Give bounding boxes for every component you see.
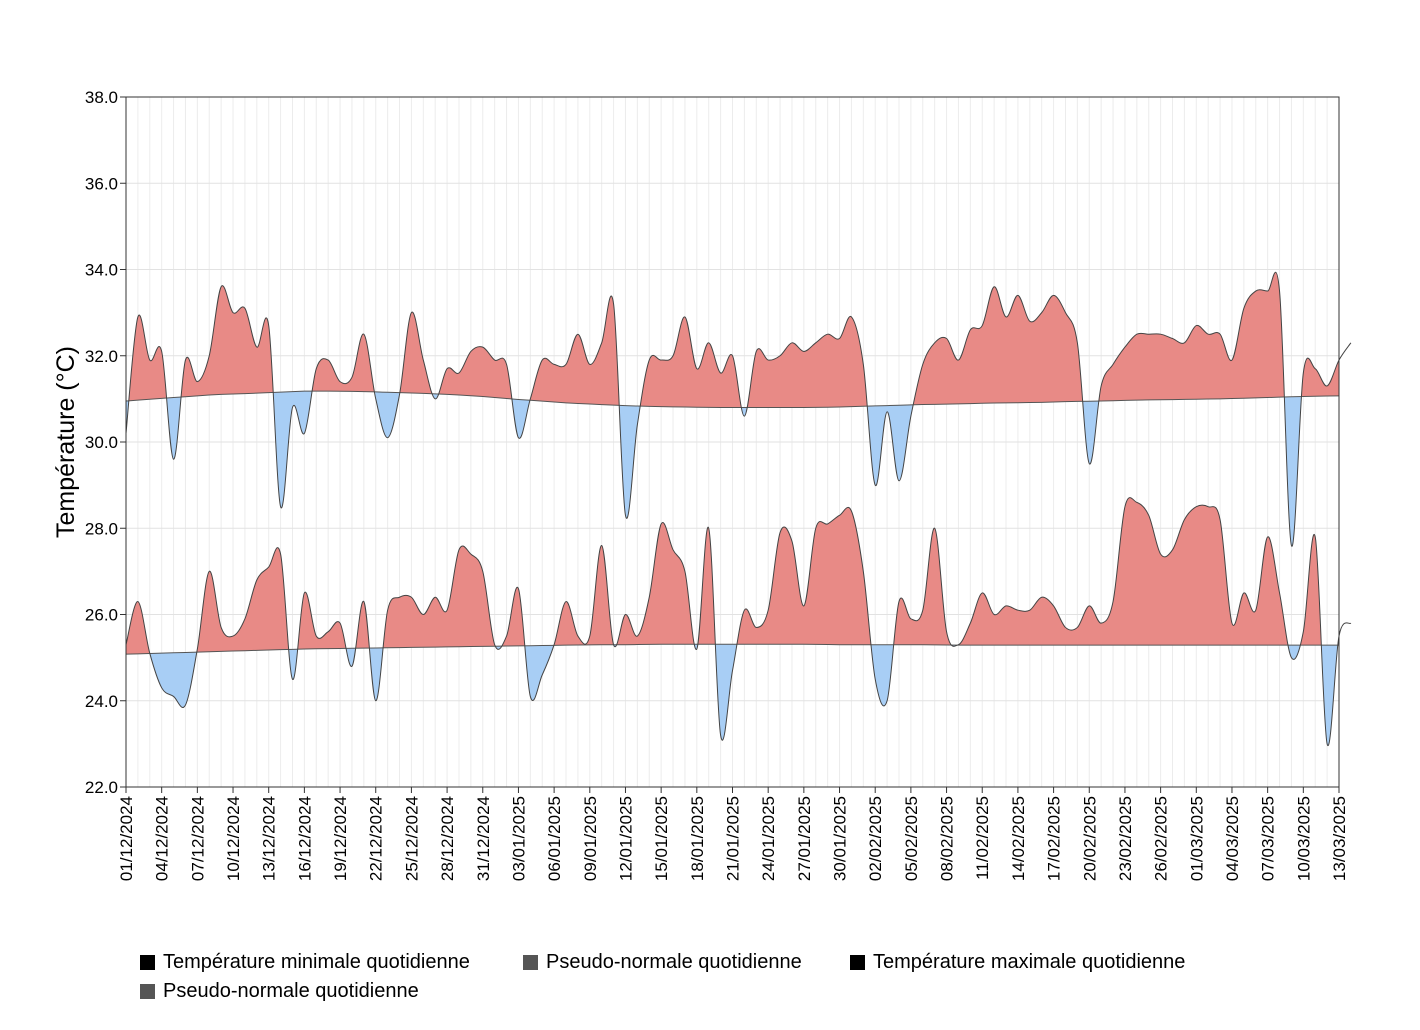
y-tick-label: 32.0 [85, 347, 118, 366]
x-tick-label: 09/01/2025 [581, 796, 600, 881]
legend-item-max: Température maximale quotidienne [850, 951, 1185, 974]
x-tick-label: 16/12/2024 [295, 796, 314, 881]
y-tick-label: 26.0 [85, 606, 118, 625]
x-tick-label: 04/12/2024 [153, 796, 172, 881]
x-tick-label: 06/01/2025 [545, 796, 564, 881]
x-tick-label: 13/12/2024 [260, 796, 279, 881]
x-axis: 01/12/2024 04/12/2024 07/12/2024 10/12/2024… [117, 787, 1349, 881]
x-tick-label: 02/02/2025 [866, 796, 885, 881]
legend-swatch-normal-max [140, 984, 155, 999]
y-tick-label: 38.0 [85, 88, 118, 107]
legend-row: Pseudo-normale quotidienne [140, 977, 1290, 1006]
x-tick-label: 12/01/2025 [616, 796, 635, 881]
temperature-line-max [125, 271, 1352, 547]
y-tick-label: 34.0 [85, 261, 118, 280]
x-tick-label: 04/03/2025 [1223, 796, 1242, 881]
x-tick-label: 28/12/2024 [438, 796, 457, 881]
x-tick-label: 31/12/2024 [474, 796, 493, 881]
normal-line-min [125, 643, 1339, 655]
x-tick-label: 10/03/2025 [1294, 796, 1313, 881]
x-tick-label: 26/02/2025 [1152, 796, 1171, 881]
x-tick-label: 20/02/2025 [1080, 796, 1099, 881]
x-tick-label: 08/02/2025 [938, 796, 957, 881]
legend-swatch-normal-min [523, 955, 538, 970]
x-tick-label: 27/01/2025 [795, 796, 814, 881]
legend-swatch-min [140, 955, 155, 970]
x-tick-label: 17/02/2025 [1045, 796, 1064, 881]
x-tick-label: 15/01/2025 [652, 796, 671, 881]
x-tick-label: 01/03/2025 [1187, 796, 1206, 881]
legend-label-normal-min: Pseudo-normale quotidienne [546, 951, 802, 973]
x-tick-label: 05/02/2025 [902, 796, 921, 881]
legend-label-normal-max: Pseudo-normale quotidienne [163, 980, 419, 1002]
legend-row: Température minimale quotidienne Pseudo-… [140, 948, 1290, 977]
anomaly-areas [126, 272, 1339, 746]
y-tick-label: 24.0 [85, 692, 118, 711]
y-axis: 22.0 24.0 26.0 28.0 30.0 32.0 34.0 36.0 38.0 [85, 88, 126, 797]
legend-label-max: Température maximale quotidienne [873, 951, 1186, 973]
x-tick-label: 10/12/2024 [224, 796, 243, 881]
x-tick-label: 07/12/2024 [188, 796, 207, 881]
legend-swatch-max [850, 955, 865, 970]
grid [125, 96, 1340, 788]
x-tick-label: 24/01/2025 [759, 796, 778, 881]
x-tick-label: 25/12/2024 [402, 796, 421, 881]
area-above-normal-min [126, 497, 1339, 655]
y-tick-label: 36.0 [85, 174, 118, 193]
x-tick-label: 22/12/2024 [367, 796, 386, 881]
x-tick-label: 11/02/2025 [973, 796, 992, 880]
y-axis-title: Température (°C) [52, 346, 80, 538]
temperature-line-min [125, 497, 1352, 747]
x-tick-label: 23/02/2025 [1116, 796, 1135, 881]
y-tick-label: 30.0 [85, 433, 118, 452]
y-tick-label: 22.0 [85, 778, 118, 797]
x-tick-label: 14/02/2025 [1009, 796, 1028, 881]
normal-line-max [125, 390, 1340, 408]
x-tick-label: 03/01/2025 [509, 796, 528, 881]
x-tick-label: 19/12/2024 [331, 796, 350, 881]
y-tick-label: 28.0 [85, 519, 118, 538]
area-above-normal-max [126, 272, 1339, 408]
x-tick-label: 13/03/2025 [1330, 796, 1349, 881]
legend-label-min: Température minimale quotidienne [163, 951, 470, 973]
legend-item-min: Température minimale quotidienne [140, 951, 523, 974]
x-tick-label: 18/01/2025 [688, 796, 707, 881]
legend: Température minimale quotidienne Pseudo-… [140, 948, 1290, 1006]
legend-item-normal-min: Pseudo-normale quotidienne [523, 951, 850, 974]
x-tick-label: 21/01/2025 [724, 796, 743, 881]
legend-item-normal-max: Pseudo-normale quotidienne [140, 980, 419, 1003]
x-tick-label: 30/01/2025 [831, 796, 850, 881]
x-tick-label: 01/12/2024 [117, 796, 136, 881]
x-tick-label: 07/03/2025 [1259, 796, 1278, 881]
series-lines [125, 271, 1352, 747]
